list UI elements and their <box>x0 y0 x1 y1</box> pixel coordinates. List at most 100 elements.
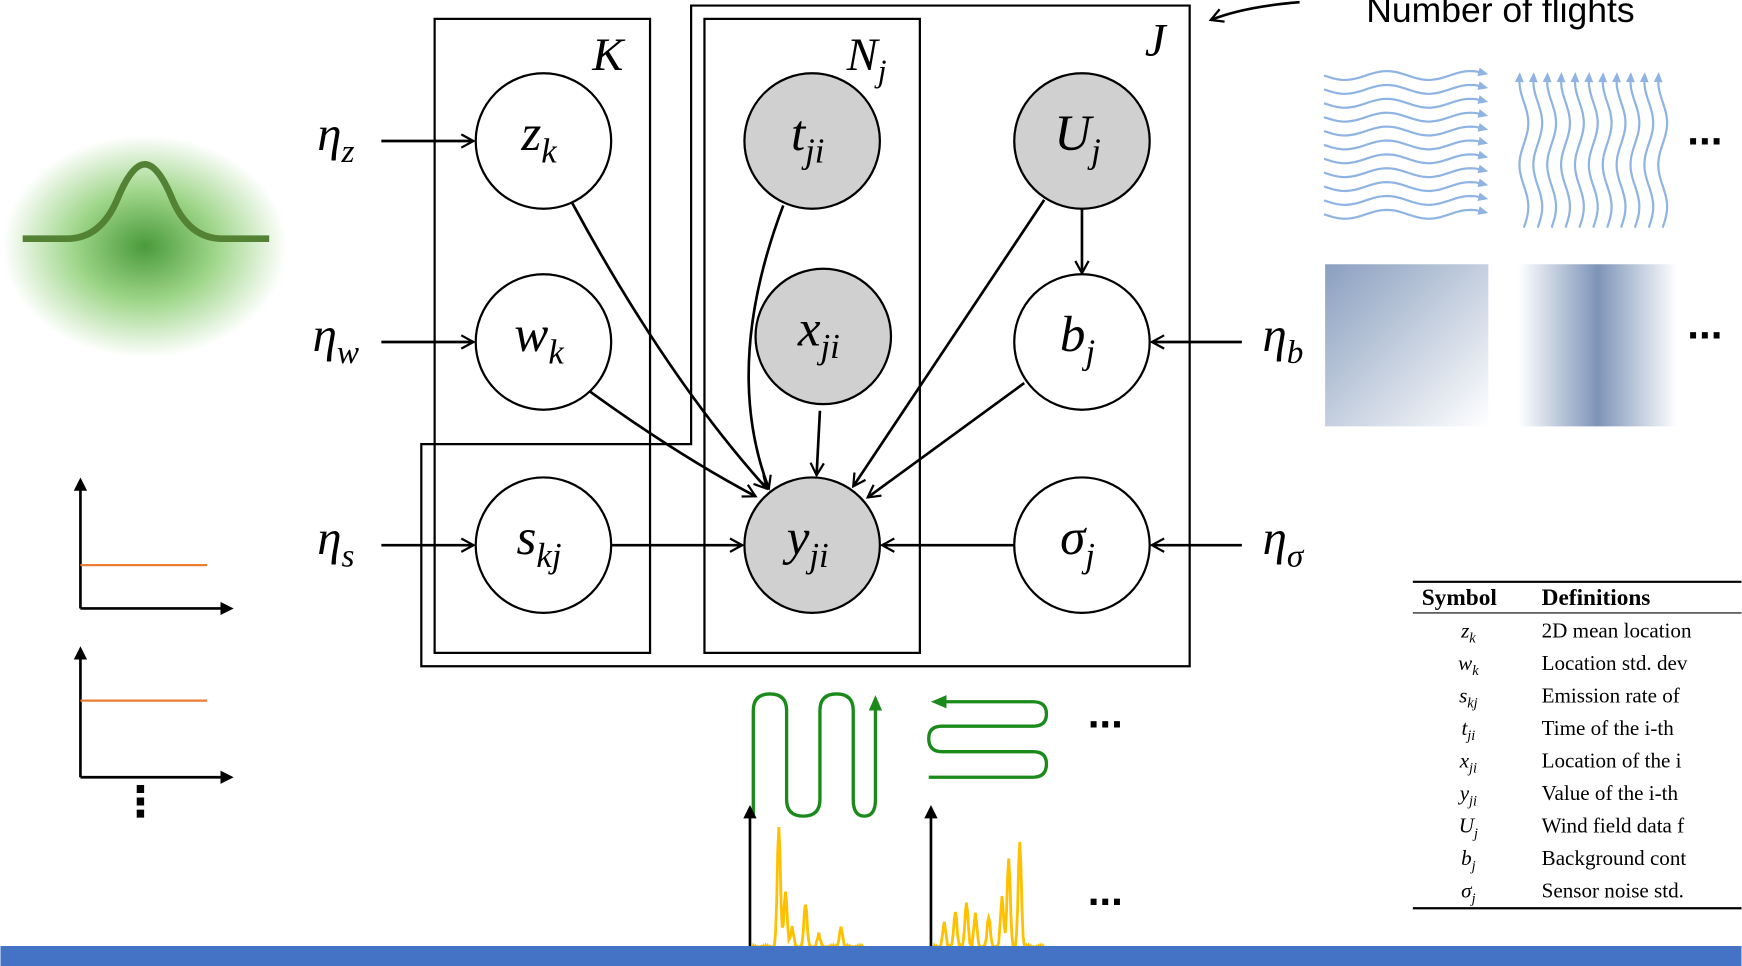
table-cell: Background cont <box>1542 846 1687 870</box>
math-sub: z <box>340 133 354 170</box>
math-main: U <box>1054 105 1094 162</box>
math-sub: σ <box>1287 537 1305 574</box>
table-cell: Wind field data f <box>1542 814 1686 838</box>
math-main: z <box>520 105 541 162</box>
gaussian-blob <box>3 135 287 357</box>
annotation: Number of flights <box>1366 0 1634 30</box>
sensor-signal <box>752 827 863 949</box>
math-sub: ji <box>1467 793 1477 809</box>
math-sub: ji <box>805 536 828 575</box>
math-main: w <box>1458 651 1472 675</box>
math-label: skj <box>1459 683 1478 711</box>
math-sub: k <box>548 333 564 372</box>
wind-line <box>1324 168 1484 177</box>
math-main: z <box>1460 618 1469 642</box>
ellipsis: ... <box>1687 301 1722 348</box>
math-label: ηw <box>313 307 359 371</box>
edge <box>817 411 820 475</box>
footer-bar <box>0 946 1741 966</box>
math-label: yji <box>1458 781 1477 809</box>
wind-line <box>1603 77 1612 228</box>
math-main: K <box>591 29 626 81</box>
wind-line <box>1533 77 1542 228</box>
math-main: η <box>317 510 341 565</box>
math-sub: k <box>1472 663 1479 679</box>
table-cell: Time of the i-th <box>1542 716 1675 740</box>
math-main: σ <box>1060 509 1087 566</box>
math-sub: k <box>541 132 557 171</box>
math-main: s <box>1459 683 1467 707</box>
math-label: Nj <box>846 29 887 89</box>
wind-line <box>1617 77 1626 228</box>
wind-line <box>1324 113 1484 122</box>
wind-line <box>1324 210 1484 219</box>
math-sub: k <box>1469 631 1476 647</box>
math-main: s <box>517 509 537 566</box>
ellipsis: ... <box>1088 689 1123 736</box>
background-field <box>1518 264 1677 426</box>
math-main: η <box>1263 307 1287 362</box>
wind-line <box>1630 77 1639 228</box>
math-main: x <box>1459 748 1470 772</box>
math-main: J <box>1145 15 1168 67</box>
math-main: η <box>313 307 337 362</box>
math-label: ηz <box>317 106 354 170</box>
math-main: η <box>1263 510 1287 565</box>
sensor-signal <box>933 842 1044 949</box>
table-header: Symbol <box>1422 585 1498 611</box>
wind-line <box>1575 77 1584 228</box>
math-label: wk <box>1458 651 1479 679</box>
wind-line <box>1644 77 1653 228</box>
math-label: ησ <box>1263 510 1305 574</box>
wind-line <box>1324 71 1484 80</box>
math-main: η <box>317 106 341 161</box>
wind-line <box>1561 77 1570 228</box>
axes-plot <box>80 483 228 777</box>
math-sub: kj <box>1467 696 1477 712</box>
math-sub: ji <box>801 132 824 171</box>
constant-line <box>80 565 207 700</box>
math-main: w <box>514 306 548 363</box>
math-label: K <box>591 29 626 81</box>
math-sub: ji <box>1465 728 1475 744</box>
math-sub: kj <box>536 536 561 575</box>
math-main: N <box>846 29 881 81</box>
math-main: b <box>1461 846 1472 870</box>
math-label: bj <box>1461 846 1476 874</box>
math-label: zk <box>1460 618 1476 646</box>
wind-line <box>1519 77 1528 228</box>
math-sub: ji <box>1467 761 1477 777</box>
wind-line <box>1324 182 1484 191</box>
wind-line <box>1324 196 1484 205</box>
math-sub: s <box>341 537 354 574</box>
math-main: y <box>782 509 810 566</box>
math-main: x <box>797 300 821 357</box>
math-label: J <box>1145 15 1168 67</box>
edge <box>1211 2 1300 20</box>
wind-line <box>1658 77 1667 228</box>
ellipsis: ... <box>1088 867 1123 914</box>
table-cell: Location of the i <box>1542 748 1682 772</box>
edge <box>868 383 1025 497</box>
wind-line <box>1324 140 1484 149</box>
table-cell: 2D mean location <box>1542 618 1692 642</box>
table-header: Definitions <box>1542 585 1651 611</box>
ellipsis: ... <box>1687 106 1722 153</box>
math-label: σj <box>1461 879 1475 907</box>
math-label: ηs <box>317 510 354 574</box>
flight-path <box>753 694 875 816</box>
wind-line <box>1324 85 1484 94</box>
math-sub: w <box>337 334 359 371</box>
wind-line <box>1589 77 1598 228</box>
math-label: tji <box>1461 716 1475 744</box>
table-cell: Sensor noise std. <box>1542 879 1684 903</box>
math-main: b <box>1060 306 1086 363</box>
math-sub: ji <box>817 327 840 366</box>
math-label: xji <box>1459 748 1477 776</box>
math-label: Uj <box>1459 814 1478 842</box>
math-main: y <box>1458 781 1470 805</box>
ellipsis: ⋮ <box>119 778 161 825</box>
plate-diagram: KNjJzkwkskjtjixjiyjiUjbjσjηzηwηsηbησ Num… <box>0 0 1742 966</box>
